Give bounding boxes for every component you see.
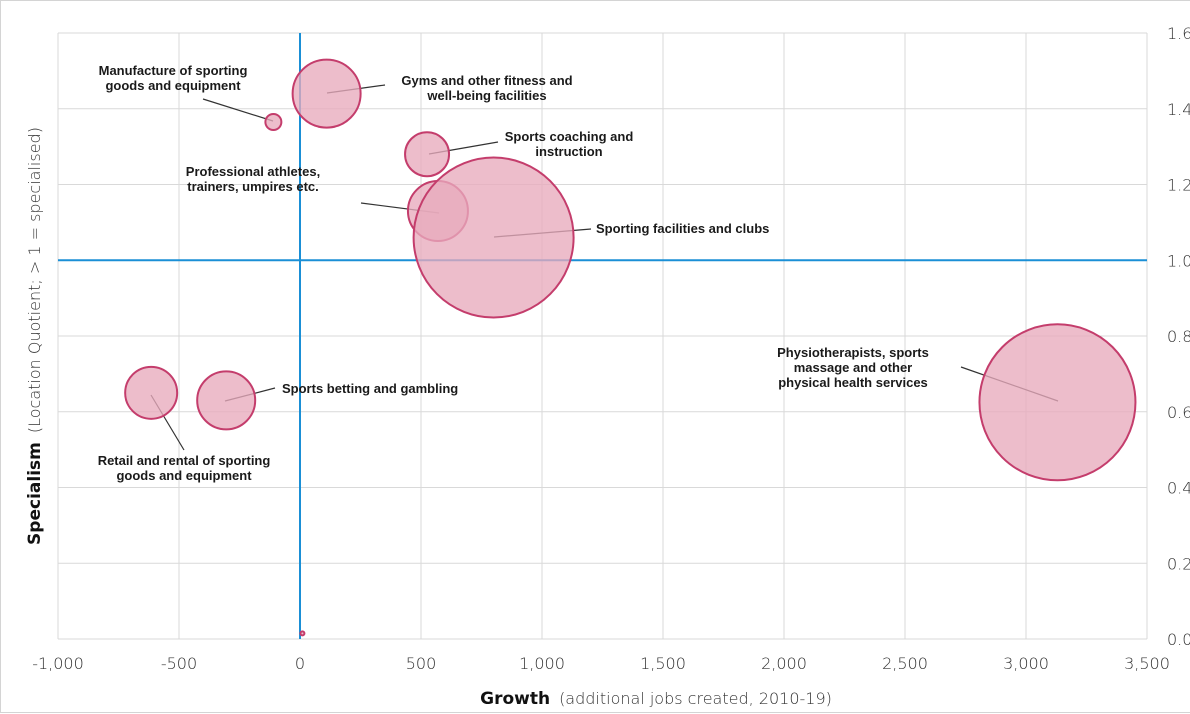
bubble-label: Physiotherapists, sports massage and othe… xyxy=(777,345,929,390)
bubble-label-line: Manufacture of sporting xyxy=(99,63,248,78)
x-tick-labels: -1,000 -500 0 500 1,000 1,500 2,000 2,500 3,000 3… xyxy=(32,654,1170,673)
x-tick-label: 3,500 xyxy=(1124,654,1170,673)
x-axis-title-bold: Growth xyxy=(480,689,550,709)
y-tick-label: 1.4 xyxy=(1167,100,1190,119)
y-tick-label: 1.2 xyxy=(1167,176,1190,195)
bubble-label: Gyms and other fitness and well-being fac… xyxy=(401,73,572,103)
bubble xyxy=(978,323,1137,482)
bubble-label-line: Sports coaching and xyxy=(505,129,634,144)
bubble-label: Manufacture of sporting goods and equipme… xyxy=(99,63,248,93)
x-tick-label: 1,500 xyxy=(640,654,686,673)
grid-lines xyxy=(57,32,1148,640)
bubble xyxy=(412,156,575,319)
bubble xyxy=(404,131,451,178)
x-tick-label: -1,000 xyxy=(32,654,84,673)
bubble-label-line: instruction xyxy=(535,144,602,159)
y-tick-label: 1.6 xyxy=(1167,24,1190,43)
bubble-label-line: massage and other xyxy=(794,360,913,375)
x-axis-title-rest: (additional jobs created, 2010-19) xyxy=(559,689,832,708)
x-tick-label: -500 xyxy=(161,654,197,673)
x-axis-title: Growth (additional jobs created, 2010-19… xyxy=(480,689,832,709)
x-tick-label: 500 xyxy=(406,654,437,673)
bubble xyxy=(299,630,306,637)
y-axis-title-rest: (Location Quotient; > 1 = specialised) xyxy=(25,127,44,433)
reference-lines xyxy=(58,33,1147,639)
y-tick-label: 1.0 xyxy=(1167,251,1190,270)
bubble-label-line: trainers, umpires etc. xyxy=(187,179,319,194)
bubble xyxy=(124,365,179,420)
bubble-label-line: well-being facilities xyxy=(426,88,546,103)
bubble-label: Sports betting and gambling xyxy=(282,381,458,396)
y-tick-label: 0.2 xyxy=(1167,554,1190,573)
y-axis-title: Specialism (Location Quotient; > 1 = spe… xyxy=(25,127,45,545)
y-tick-label: 0.4 xyxy=(1167,479,1190,498)
bubble-label-line: Sports betting and gambling xyxy=(282,381,458,396)
x-tick-label: 3,000 xyxy=(1003,654,1049,673)
leader-line xyxy=(202,98,274,122)
bubble xyxy=(291,58,362,129)
y-tick-label: 0.8 xyxy=(1167,327,1190,346)
bubble-label-line: goods and equipment xyxy=(105,78,241,93)
y-tick-label: 0.6 xyxy=(1167,403,1190,422)
bubble-label-line: physical health services xyxy=(778,375,928,390)
bubble-label: Professional athletes, trainers, umpires … xyxy=(186,164,320,194)
y-tick-labels: 0.0 0.2 0.4 0.6 0.8 1.0 1.2 1.4 1.6 xyxy=(1167,24,1190,649)
bubble-labels: Manufacture of sporting goods and equipme… xyxy=(98,63,929,483)
bubble-label-line: goods and equipment xyxy=(116,468,252,483)
y-axis-title-bold: Specialism xyxy=(25,442,45,545)
bubble-label-line: Gyms and other fitness and xyxy=(401,73,572,88)
bubble-label: Sporting facilities and clubs xyxy=(596,221,769,236)
bubble-label-line: Retail and rental of sporting xyxy=(98,453,271,468)
bubble-label-line: Sporting facilities and clubs xyxy=(596,221,769,236)
x-tick-label: 2,500 xyxy=(882,654,928,673)
bubble-label-line: Physiotherapists, sports xyxy=(777,345,929,360)
x-tick-label: 1,000 xyxy=(519,654,565,673)
bubble-label: Sports coaching and instruction xyxy=(505,129,634,159)
x-tick-label: 2,000 xyxy=(761,654,807,673)
bubbles xyxy=(124,58,1137,637)
bubble xyxy=(264,113,283,132)
bubble xyxy=(196,370,257,431)
x-tick-label: 0 xyxy=(295,654,305,673)
bubble-label-line: Professional athletes, xyxy=(186,164,320,179)
bubble-label: Retail and rental of sporting goods and e… xyxy=(98,453,271,483)
y-tick-label: 0.0 xyxy=(1167,630,1190,649)
